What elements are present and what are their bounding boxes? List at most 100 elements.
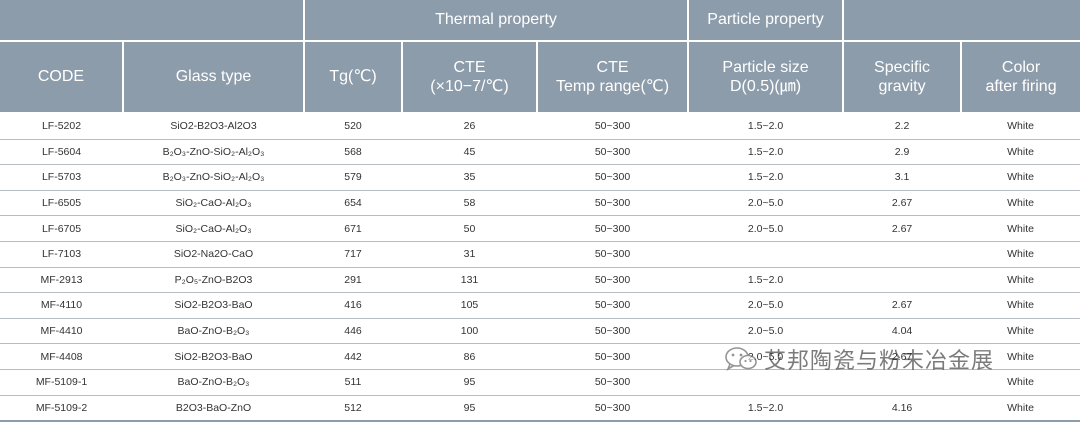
cell-particle-size: 2.0~5.0 [688, 190, 844, 217]
table-row: LF-5202 SiO2-B2O3-Al2O3 520 26 50~300 1.5~2.0… [0, 113, 1080, 140]
cell-glass-type: SiO₂-CaO-Al₂O₃ [123, 215, 304, 242]
cell-color: White [961, 190, 1080, 217]
cell-color: White [961, 267, 1080, 294]
table-row: LF-6705 SiO₂-CaO-Al₂O₃ 671 50 50~300 2.0~5.0 2… [0, 215, 1080, 242]
cell-tg: 520 [304, 113, 402, 140]
table-row: LF-5604 B₂O₃-ZnO-SiO₂-Al₂O₃ 568 45 50~300 1.5… [0, 139, 1080, 166]
cell-glass-type: BaO-ZnO-B₂O₃ [123, 318, 304, 345]
table-row: MF-4110 SiO2-B2O3-BaO 416 105 50~300 2.0~5.0 2… [0, 292, 1080, 319]
watermark: 艾邦陶瓷与粉末冶金展 [724, 343, 994, 375]
cell-specific-gravity: 2.67 [843, 292, 962, 319]
cell-tg: 568 [304, 139, 402, 166]
col-header-color-line1: Color [1001, 58, 1041, 76]
cell-cte: 95 [402, 369, 537, 396]
cell-specific-gravity: 3.1 [843, 164, 962, 191]
cell-tg: 416 [304, 292, 402, 319]
col-header-glass-type: Glass type [123, 41, 305, 114]
col-header-psize-line1: Particle size [722, 58, 809, 76]
col-header-sg-line2: gravity [878, 78, 926, 95]
cell-temp-range: 50~300 [537, 190, 689, 217]
col-header-specific-gravity: Specific gravity [843, 41, 963, 114]
cell-tg: 511 [304, 369, 402, 396]
cell-cte: 31 [402, 241, 537, 268]
cell-code: LF-5202 [0, 113, 123, 140]
table-row: MF-5109-1 BaO-ZnO-B₂O₃ 511 95 50~300 White [0, 369, 1080, 396]
cell-specific-gravity: 2.9 [843, 139, 962, 166]
cell-particle-size: 2.0~5.0 [688, 292, 844, 319]
col-header-cte-line1: CTE [453, 58, 486, 76]
cell-tg: 717 [304, 241, 402, 268]
cell-tg: 446 [304, 318, 402, 345]
cell-temp-range: 50~300 [537, 164, 689, 191]
cell-specific-gravity: 4.16 [843, 395, 962, 422]
col-header-range-line2: Temp range(℃) [555, 78, 670, 95]
cell-cte: 86 [402, 343, 537, 370]
cell-particle-size: 2.0~5.0 [688, 343, 844, 370]
cell-code: LF-7103 [0, 241, 123, 268]
cell-code: LF-5604 [0, 139, 123, 166]
cell-code: MF-4110 [0, 292, 123, 319]
cell-color: White [961, 369, 1080, 396]
cell-cte: 95 [402, 395, 537, 422]
header-group-row: Thermal property Particle property [0, 0, 1080, 42]
col-header-range-line1: CTE [596, 58, 629, 76]
col-header-cte: CTE (×10−7/℃) [402, 41, 538, 114]
cell-code: MF-5109-2 [0, 395, 123, 422]
col-header-tg: Tg(℃) [304, 41, 403, 114]
cell-color: White [961, 215, 1080, 242]
cell-cte: 100 [402, 318, 537, 345]
cell-glass-type: SiO2-Na2O-CaO [123, 241, 304, 268]
cell-temp-range: 50~300 [537, 292, 689, 319]
cell-code: LF-6505 [0, 190, 123, 217]
cell-color: White [961, 292, 1080, 319]
table-row: MF-2913 P₂O₅-ZnO-B2O3 291 131 50~300 1.5~2.0 W… [0, 267, 1080, 294]
cell-temp-range: 50~300 [537, 318, 689, 345]
cell-color: White [961, 164, 1080, 191]
cell-particle-size: 1.5~2.0 [688, 267, 844, 294]
table-row: LF-5703 B₂O₃-ZnO-SiO₂-Al₂O₃ 579 35 50~300 1.5… [0, 164, 1080, 191]
cell-particle-size: 2.0~5.0 [688, 318, 844, 345]
cell-tg: 654 [304, 190, 402, 217]
col-header-psize-line2: D(0.5)(㎛) [729, 78, 802, 95]
cell-temp-range: 50~300 [537, 215, 689, 242]
cell-temp-range: 50~300 [537, 241, 689, 268]
cell-cte: 105 [402, 292, 537, 319]
col-header-sg-line1: Specific [874, 58, 931, 76]
cell-temp-range: 50~300 [537, 369, 689, 396]
table-row: MF-5109-2 B2O3-BaO-ZnO 512 95 50~300 1.5~2.0 4… [0, 395, 1080, 422]
cell-particle-size: 1.5~2.0 [688, 164, 844, 191]
cell-glass-type: B₂O₃-ZnO-SiO₂-Al₂O₃ [123, 164, 304, 191]
cell-temp-range: 50~300 [537, 113, 689, 140]
header-group-blank-right [843, 0, 1080, 42]
cell-specific-gravity: 2.67 [843, 190, 962, 217]
cell-particle-size [688, 241, 844, 268]
cell-specific-gravity: 2.67 [843, 343, 962, 370]
col-header-cte-line2: (×10−7/℃) [430, 78, 509, 95]
table-row: LF-6505 SiO₂-CaO-Al₂O₃ 654 58 50~300 2.0~5.0 2… [0, 190, 1080, 217]
cell-color: White [961, 395, 1080, 422]
header-group-thermal: Thermal property [304, 0, 690, 42]
cell-color: White [961, 139, 1080, 166]
cell-code: LF-6705 [0, 215, 123, 242]
cell-cte: 58 [402, 190, 537, 217]
cell-tg: 579 [304, 164, 402, 191]
cell-specific-gravity [843, 369, 962, 396]
cell-temp-range: 50~300 [537, 343, 689, 370]
header-column-row: CODE Glass type Tg(℃) CTE (×10−7/℃) CTE Te… [0, 41, 1080, 114]
watermark-text: 艾邦陶瓷与粉末冶金展 [764, 349, 995, 374]
cell-specific-gravity [843, 241, 962, 268]
cell-color: White [961, 318, 1080, 345]
cell-glass-type: SiO₂-CaO-Al₂O₃ [123, 190, 304, 217]
col-header-color: Color after firing [961, 41, 1080, 114]
cell-cte: 35 [402, 164, 537, 191]
cell-glass-type: SiO2-B2O3-BaO [123, 343, 304, 370]
wechat-icon [725, 347, 757, 371]
cell-color: White [961, 343, 1080, 370]
cell-glass-type: P₂O₅-ZnO-B2O3 [123, 267, 304, 294]
cell-temp-range: 50~300 [537, 395, 689, 422]
header-group-particle: Particle property [688, 0, 845, 42]
cell-cte: 26 [402, 113, 537, 140]
cell-glass-type: BaO-ZnO-B₂O₃ [123, 369, 304, 396]
cell-tg: 512 [304, 395, 402, 422]
